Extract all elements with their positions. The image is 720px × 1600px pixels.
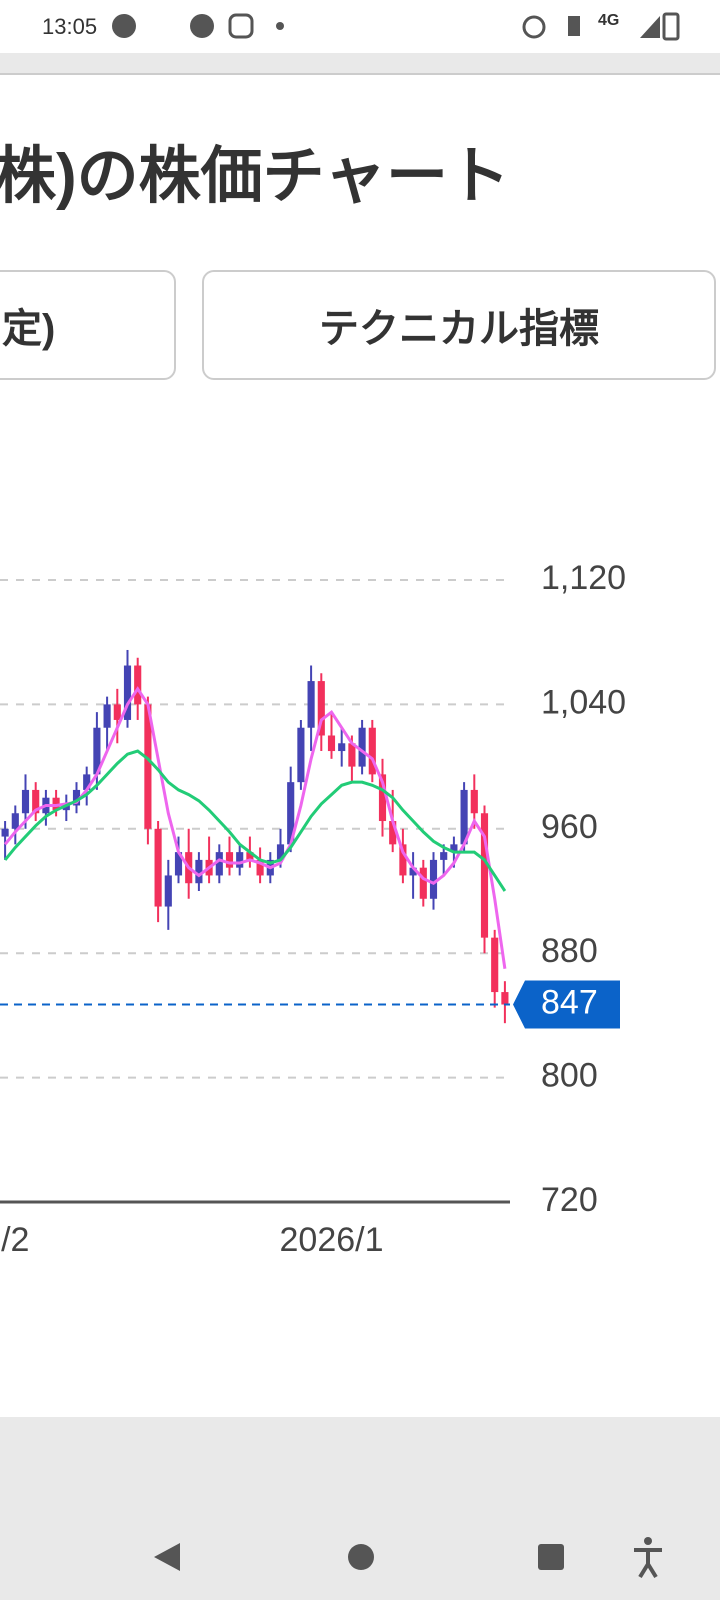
candle-body bbox=[32, 789, 40, 814]
y-tick-label: 800 bbox=[541, 1057, 598, 1095]
candle-body bbox=[174, 852, 183, 876]
y-tick-label: 1,120 bbox=[541, 559, 626, 597]
y-tick-label: 880 bbox=[541, 932, 598, 970]
candle-body bbox=[276, 844, 285, 860]
candle-body bbox=[307, 681, 315, 728]
candle-body bbox=[72, 789, 81, 806]
candle-body bbox=[419, 867, 427, 899]
candle-body bbox=[52, 797, 60, 811]
clock: 13:05 bbox=[42, 14, 98, 39]
candle-body bbox=[358, 727, 366, 767]
candle-body bbox=[389, 821, 397, 845]
y-tick-label: 720 bbox=[541, 1181, 598, 1219]
y-tick-label: 1,040 bbox=[541, 683, 626, 721]
status-bar: 13:05 4G bbox=[0, 0, 720, 52]
candle-body bbox=[501, 992, 509, 1005]
candle-body bbox=[123, 665, 132, 720]
network: 4G bbox=[598, 12, 620, 29]
candle-body bbox=[378, 774, 387, 822]
candle-body bbox=[236, 852, 244, 868]
candle-body bbox=[1, 828, 9, 837]
candle-body bbox=[317, 681, 325, 736]
candle-body bbox=[440, 852, 448, 860]
price-tag-label: 847 bbox=[541, 983, 598, 1021]
candle-body bbox=[409, 867, 417, 876]
candle-body bbox=[83, 774, 91, 790]
moving-average bbox=[3, 749, 507, 892]
toolbar-edge bbox=[0, 53, 720, 75]
moving-average bbox=[3, 686, 507, 969]
candle-body bbox=[11, 813, 19, 829]
candle-body bbox=[480, 813, 489, 938]
price-tag bbox=[513, 980, 620, 1029]
tab[interactable]: テクニカル指標 bbox=[202, 270, 716, 380]
candle-body bbox=[246, 852, 254, 860]
candle-body bbox=[287, 782, 295, 845]
candle-body bbox=[327, 735, 336, 752]
candle-body bbox=[154, 828, 162, 907]
candle-body bbox=[470, 789, 478, 814]
candle-body bbox=[297, 727, 305, 783]
candle-body bbox=[215, 852, 223, 876]
page-title: 株)の株価チャート bbox=[0, 142, 511, 211]
candle-body bbox=[134, 665, 142, 705]
candle-body bbox=[429, 859, 438, 899]
candle-body bbox=[348, 743, 356, 767]
candle-body bbox=[225, 852, 234, 868]
candle-body bbox=[62, 805, 70, 811]
candle-body bbox=[368, 727, 376, 775]
nav-icons[interactable] bbox=[0, 1417, 720, 1600]
candle-body bbox=[21, 789, 30, 814]
tab[interactable]: 定) bbox=[0, 270, 176, 380]
candle-body bbox=[103, 704, 111, 728]
nav-bar bbox=[0, 1417, 720, 1600]
x-tick-label: /2 bbox=[1, 1221, 29, 1259]
candle-body bbox=[491, 937, 499, 993]
candle-body bbox=[256, 859, 264, 876]
candle-body bbox=[113, 704, 121, 720]
x-tick-label: 2026/1 bbox=[280, 1221, 384, 1259]
candle-body bbox=[460, 789, 468, 845]
candle-body bbox=[164, 875, 172, 907]
candle-body bbox=[338, 743, 346, 752]
candle-body bbox=[399, 844, 407, 876]
chart: 720 800 880 960 1,040 1,120/2 2026/1 847 bbox=[0, 559, 626, 1259]
status-icons bbox=[112, 12, 680, 41]
candle-body bbox=[450, 844, 458, 853]
candle-body bbox=[144, 704, 152, 829]
candle-body bbox=[93, 727, 101, 775]
candle-body bbox=[195, 859, 203, 884]
y-tick-label: 960 bbox=[541, 808, 598, 846]
